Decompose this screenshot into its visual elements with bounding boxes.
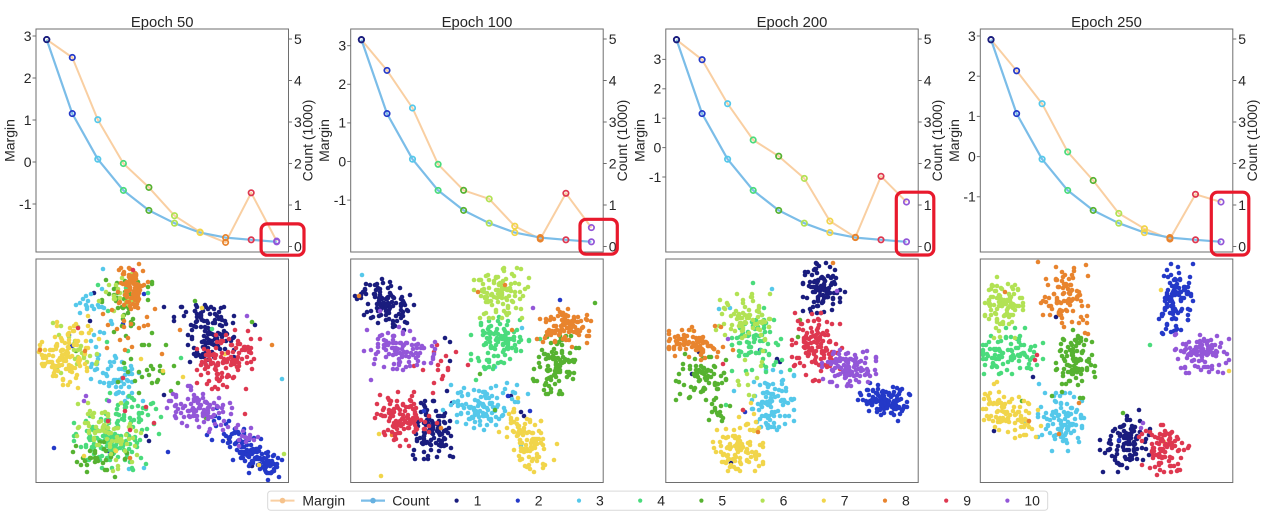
svg-text:4: 4 [1238,72,1246,88]
svg-text:3: 3 [1238,114,1246,130]
svg-text:8: 8 [902,492,910,508]
svg-text:Count (1000): Count (1000) [1244,100,1260,182]
svg-text:Margin: Margin [316,119,332,162]
svg-text:Margin: Margin [946,119,962,162]
svg-text:5: 5 [1238,31,1246,47]
svg-text:9: 9 [963,492,971,508]
svg-text:0: 0 [609,238,617,254]
svg-text:Count (1000): Count (1000) [614,100,630,182]
svg-text:1: 1 [968,108,976,124]
svg-text:Epoch 200: Epoch 200 [757,15,828,31]
svg-text:5: 5 [718,492,726,508]
svg-text:5: 5 [924,31,932,47]
svg-text:Epoch 250: Epoch 250 [1071,15,1142,31]
svg-text:Epoch 100: Epoch 100 [442,15,513,31]
svg-text:0: 0 [294,238,302,254]
svg-text:2: 2 [338,76,346,92]
svg-text:2: 2 [24,70,32,86]
svg-text:4: 4 [294,72,302,88]
svg-text:7: 7 [841,492,849,508]
svg-text:Margin: Margin [2,119,18,162]
svg-text:2: 2 [968,68,976,84]
svg-text:2: 2 [654,81,662,97]
svg-text:1: 1 [474,492,482,508]
svg-text:2: 2 [609,155,617,171]
svg-text:10: 10 [1024,492,1040,508]
svg-text:-1: -1 [963,189,976,205]
svg-text:2: 2 [535,492,543,508]
svg-text:5: 5 [294,31,302,47]
svg-text:0: 0 [968,148,976,164]
svg-text:1: 1 [654,110,662,126]
svg-text:1: 1 [924,197,932,213]
svg-text:6: 6 [780,492,788,508]
svg-text:1: 1 [609,197,617,213]
svg-text:4: 4 [609,72,617,88]
svg-text:0: 0 [654,139,662,155]
svg-text:Count (1000): Count (1000) [300,100,316,182]
svg-text:4: 4 [924,72,932,88]
svg-text:0: 0 [924,238,932,254]
svg-text:2: 2 [1238,155,1246,171]
svg-text:0: 0 [338,153,346,169]
svg-text:1: 1 [338,115,346,131]
svg-text:0: 0 [1238,238,1246,254]
svg-text:3: 3 [294,114,302,130]
svg-text:Count (1000): Count (1000) [929,100,945,182]
svg-text:Margin: Margin [631,119,647,162]
svg-text:Epoch 50: Epoch 50 [131,15,194,31]
svg-text:3: 3 [24,28,32,44]
svg-text:3: 3 [968,28,976,44]
svg-text:2: 2 [294,155,302,171]
svg-text:0: 0 [24,154,32,170]
svg-text:3: 3 [654,51,662,67]
svg-text:Margin: Margin [302,492,345,508]
svg-text:3: 3 [609,114,617,130]
svg-text:1: 1 [1238,197,1246,213]
svg-text:2: 2 [924,155,932,171]
svg-text:-1: -1 [334,192,347,208]
svg-text:5: 5 [609,31,617,47]
svg-text:3: 3 [924,114,932,130]
svg-text:3: 3 [596,492,604,508]
svg-text:-1: -1 [649,169,662,185]
svg-text:Count: Count [392,492,429,508]
svg-text:1: 1 [24,112,32,128]
svg-text:-1: -1 [19,196,32,212]
svg-text:3: 3 [338,38,346,54]
svg-text:4: 4 [657,492,665,508]
svg-text:1: 1 [294,197,302,213]
